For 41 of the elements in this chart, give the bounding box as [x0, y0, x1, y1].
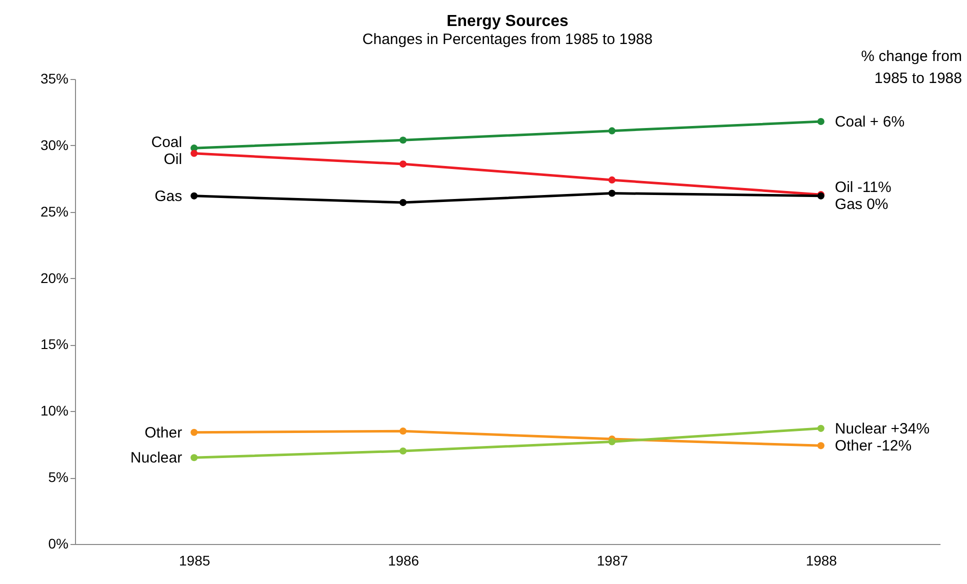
y-tick-label: 20% — [40, 270, 68, 286]
y-tick-label: 15% — [40, 336, 68, 352]
series-label: Gas — [154, 188, 182, 205]
y-tick-label: 10% — [40, 402, 68, 419]
point — [190, 454, 198, 462]
point — [190, 428, 198, 436]
annotation: Oil -11% — [834, 178, 892, 196]
point — [190, 192, 198, 200]
point — [399, 199, 407, 206]
y-tick-label: 35% — [40, 70, 68, 86]
series-label: Nuclear — [130, 450, 182, 467]
series-label: Oil — [164, 151, 182, 168]
point — [399, 428, 407, 435]
annotation: Other -12% — [834, 438, 912, 455]
point — [817, 424, 824, 432]
point — [190, 150, 198, 157]
x-tick-label: 1987 — [596, 552, 628, 568]
x-tick-label: 1988 — [806, 552, 838, 568]
y-tick-label: 25% — [40, 203, 68, 220]
y-tick-label: 5% — [48, 469, 68, 486]
x-tick-label: 1986 — [388, 552, 420, 568]
point — [817, 118, 824, 126]
point — [399, 447, 407, 455]
annotation: Coal + 6% — [834, 114, 905, 131]
point — [608, 127, 616, 134]
annotation: % change from 1985 to 1988 — [861, 48, 962, 87]
point — [399, 160, 407, 168]
annotation: Nuclear +34% — [834, 420, 930, 438]
chart-title: Energy Sources — [446, 13, 569, 30]
x-tick-label: 1985 — [179, 552, 210, 568]
point — [817, 442, 824, 450]
series-label: Coal — [151, 134, 182, 152]
y-tick-label: 30% — [40, 136, 68, 153]
point — [608, 190, 616, 197]
annotation: Gas 0% — [834, 196, 888, 213]
chart-subtitle: Changes in Percentages from 1985 to 1988 — [362, 31, 653, 48]
point — [608, 438, 616, 446]
y-tick-label: 0% — [48, 536, 68, 552]
point — [399, 136, 407, 144]
series-label: Other — [144, 424, 182, 442]
point — [608, 176, 616, 184]
